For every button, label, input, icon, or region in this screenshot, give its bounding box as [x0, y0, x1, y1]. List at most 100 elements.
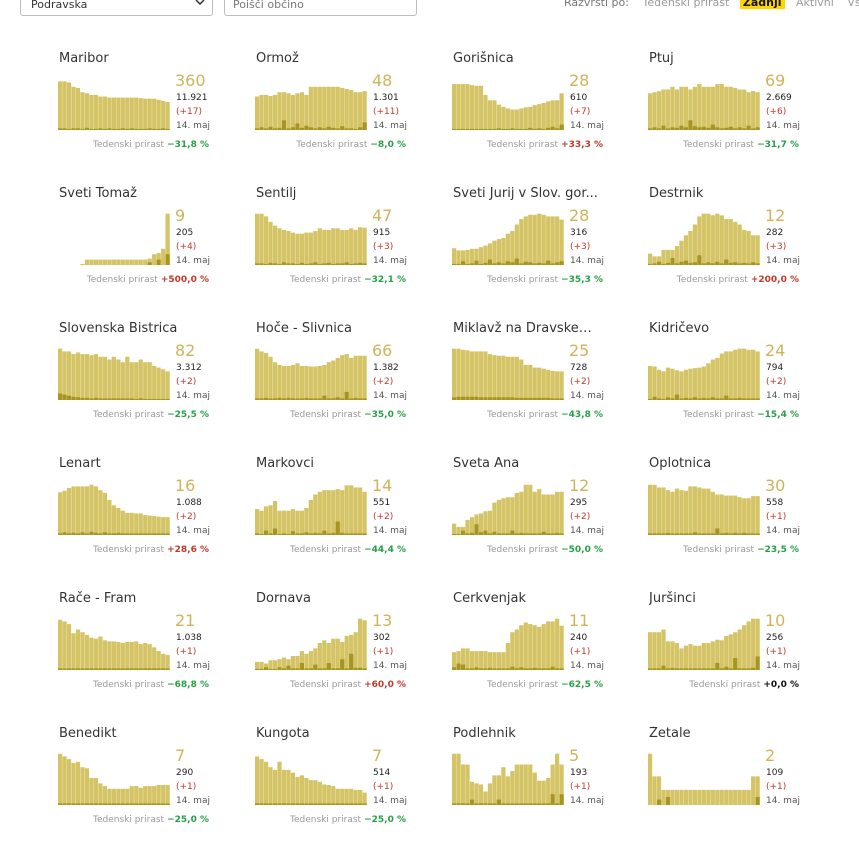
municipality-card[interactable]: Maribor 360 11.921 (+17) 14. maj Tedenski pri…	[58, 51, 249, 171]
municipality-card[interactable]: Sveti Tomaž 9 205 (+4) 14. maj Tedenski prira…	[59, 186, 249, 306]
bar-7day	[107, 641, 112, 670]
bar-7day	[331, 360, 336, 400]
bar-7day	[277, 364, 282, 400]
bar-7day	[71, 633, 76, 670]
bar-7day	[93, 94, 99, 130]
municipality-card[interactable]: Rače - Fram 21 1.038 (+1) 14. maj Tedenski pr…	[58, 591, 249, 711]
bar-7day	[340, 490, 345, 535]
bar-daily	[706, 398, 711, 400]
bar-7day	[737, 789, 742, 805]
bar-daily	[71, 668, 76, 670]
date-label: 14. maj	[176, 661, 210, 671]
municipality-card[interactable]: Cerkvenjak 11 240 (+1) 14. maj Tedenski prira…	[452, 591, 643, 711]
bar-daily	[674, 263, 680, 265]
municipality-card[interactable]: Dornava 13 302 (+1) 14. maj Tedenski prirast +…	[255, 591, 446, 711]
bar-daily	[523, 128, 528, 130]
bar-7day	[165, 785, 170, 805]
bar-daily	[111, 668, 116, 670]
bar-daily	[541, 803, 546, 805]
municipality-card[interactable]: Sveti Jurij v Slov. gor... 28 316 (+3) 14. m…	[452, 186, 643, 306]
municipality-card[interactable]: Kidričevo 24 794 (+2) 14. maj Tedenski priras…	[648, 321, 839, 441]
sort-option-tedenski-prirast[interactable]: Tedenski prirast	[642, 0, 730, 9]
bar-7day	[66, 82, 72, 130]
bar-7day	[107, 359, 112, 400]
bar-7day	[358, 487, 363, 535]
region-select[interactable]: Podravska	[20, 0, 213, 16]
municipality-card[interactable]: Žetale 2 109 (+1) 14. maj	[648, 726, 839, 846]
sort-option-vsi[interactable]: Vsi	[847, 0, 859, 9]
municipality-card[interactable]: Oplotnica 30 558 (+1) 14. maj Tedenski priras…	[648, 456, 839, 576]
bar-daily	[683, 127, 689, 130]
bar-daily	[295, 123, 300, 130]
bar-7day	[331, 638, 336, 670]
municipality-card[interactable]: Sveta Ana 12 295 (+2) 14. maj Tedenski priras…	[452, 456, 643, 576]
bar-7day	[156, 785, 161, 805]
municipality-card[interactable]: Gorišnica 28 610 (+7) 14. maj Tedenski priras…	[452, 51, 643, 171]
bar-daily	[674, 668, 680, 670]
bar-daily	[487, 533, 493, 535]
daily-change: (+7)	[570, 107, 591, 117]
municipality-card[interactable]: Markovci 14 551 (+2) 14. maj Tedenski prirast…	[255, 456, 446, 576]
daily-change: (+17)	[176, 107, 203, 117]
bar-7day	[661, 629, 666, 670]
bar-7day	[98, 783, 103, 805]
municipality-card[interactable]: Destrnik 12 282 (+3) 14. maj Tedenski prirast…	[648, 186, 839, 306]
bar-7day	[89, 637, 94, 670]
bar-7day	[514, 356, 519, 400]
municipality-card[interactable]: Juršinci 10 256 (+1) 14. maj Tedenski prirast…	[648, 591, 839, 711]
bar-daily	[652, 396, 657, 400]
bar-7day	[80, 767, 85, 805]
bar-daily	[340, 803, 345, 805]
bar-daily	[559, 398, 564, 400]
sort-option-aktivni[interactable]: Aktivni	[796, 0, 834, 9]
bar-daily	[519, 532, 524, 535]
bar-7day	[505, 356, 510, 400]
bar-7day	[335, 228, 340, 265]
daily-change: (+1)	[766, 647, 787, 657]
bar-daily	[75, 803, 81, 805]
municipality-card[interactable]: Benedikt 7 290 (+1) 14. maj Tedenski prirast −…	[58, 726, 249, 846]
bar-daily	[161, 128, 166, 130]
municipality-card[interactable]: Podlehnik 5 193 (+1) 14. maj	[452, 726, 643, 846]
bar-7day	[456, 348, 461, 400]
bar-7day	[62, 351, 67, 400]
bar-daily	[272, 668, 278, 670]
municipality-card[interactable]: Slovenska Bistrica 82 3.312 (+2) 14. maj Tede…	[58, 321, 249, 441]
bar-7day	[161, 248, 166, 265]
bar-7day	[701, 366, 706, 400]
municipality-card[interactable]: Ormož 48 1.301 (+11) 14. maj Tedenski prirast…	[255, 51, 446, 171]
municipality-card[interactable]: Šentilj 47 915 (+3) 14. maj Tedenski prirast −…	[255, 186, 446, 306]
bar-daily	[277, 263, 282, 265]
search-input[interactable]	[224, 0, 417, 16]
bar-7day	[268, 221, 273, 265]
bar-7day	[317, 86, 322, 130]
weekly-growth-value: +60,0 %	[364, 680, 406, 690]
bar-7day	[304, 508, 309, 535]
bar-daily	[541, 531, 546, 535]
bar-7day	[75, 629, 81, 670]
bar-7day	[304, 94, 309, 130]
bar-daily	[290, 263, 296, 265]
municipality-card[interactable]: Ptuj 69 2.669 (+6) 14. maj Tedenski prirast −3…	[648, 51, 839, 171]
municipality-name: Juršinci	[649, 591, 696, 606]
bar-7day	[456, 651, 461, 670]
bar-daily	[58, 803, 63, 805]
bar-7day	[537, 626, 542, 670]
bar-7day	[272, 225, 278, 265]
bar-7day	[559, 371, 564, 400]
bar-daily	[483, 128, 488, 130]
total-cases: 193	[570, 768, 588, 778]
bar-daily	[719, 533, 724, 535]
sort-option-zadnji[interactable]: Zadnji	[739, 0, 785, 9]
municipality-card[interactable]: Miklavž na Dravskem polju 25 728 (+2) 14. ma…	[452, 321, 643, 441]
bar-daily	[326, 662, 331, 670]
total-cases: 290	[176, 768, 194, 778]
bar-7day	[483, 511, 488, 535]
bar-7day	[715, 84, 720, 130]
municipality-card[interactable]: Hoče - Slivnica 66 1.382 (+2) 14. maj Tedensk…	[255, 321, 446, 441]
bar-daily	[304, 263, 309, 265]
bar-daily	[268, 533, 273, 535]
municipality-card[interactable]: Kungota 7 514 (+1) 14. maj Tedenski prirast −2…	[255, 726, 446, 846]
sparkline-chart	[58, 481, 170, 536]
municipality-card[interactable]: Lenart 16 1.088 (+2) 14. maj Tedenski prirast…	[58, 456, 249, 576]
